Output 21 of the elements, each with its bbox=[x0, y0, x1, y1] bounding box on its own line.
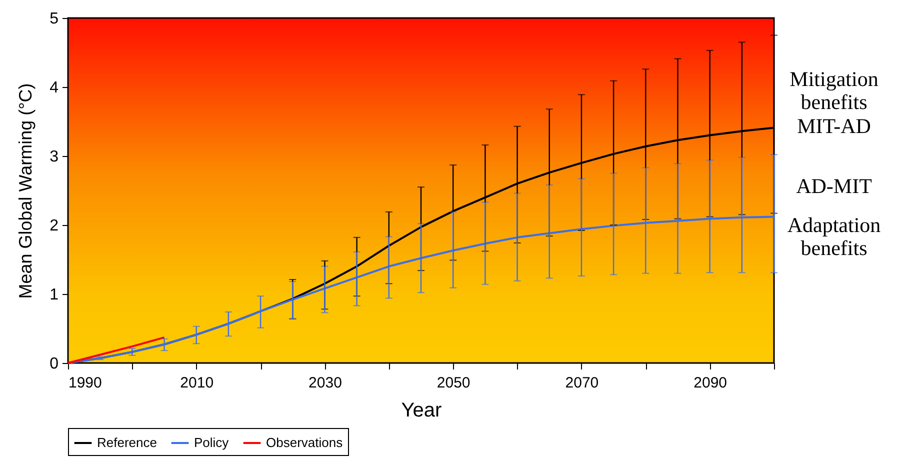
text: AD-MIT bbox=[796, 174, 872, 198]
y-tick-label: 1 bbox=[50, 286, 59, 304]
x-tick-label: 2030 bbox=[308, 374, 342, 392]
legend-label: Reference bbox=[97, 435, 157, 450]
text: Adaptation benefits bbox=[787, 213, 882, 260]
y-tick-label: 2 bbox=[50, 218, 59, 234]
y-tick-label: 3 bbox=[50, 148, 59, 166]
x-tick-label: 2010 bbox=[180, 374, 214, 392]
text: MIT-AD bbox=[797, 114, 871, 138]
x-tick-label: 1990 bbox=[68, 374, 102, 392]
y-axis-title: Mean Global Warming (°C) bbox=[16, 83, 36, 299]
x-axis-title: Year bbox=[401, 400, 442, 422]
x-tick-label: 2070 bbox=[565, 374, 599, 392]
x-tick-label: 2050 bbox=[436, 374, 470, 392]
legend-label: Observations bbox=[266, 435, 344, 450]
legend-label: Policy bbox=[194, 435, 230, 450]
text: Mitigation benefits bbox=[790, 67, 879, 114]
y-tick-label: 0 bbox=[50, 356, 59, 372]
x-tick-label: 2090 bbox=[694, 374, 728, 392]
y-tick-label: 5 bbox=[50, 10, 59, 28]
y-tick-label: 4 bbox=[50, 80, 59, 96]
